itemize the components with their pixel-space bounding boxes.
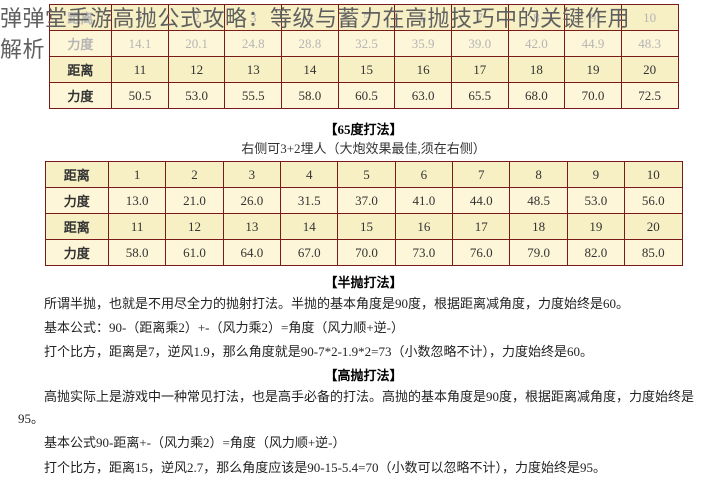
half-paragraph-3: 打个比方，距离是7，逆风1.9，那么角度就是90-7*2-1.9*2=73（小数…	[18, 341, 709, 363]
section-high-title: 【高抛打法】	[0, 365, 727, 384]
row-label: 距离	[45, 214, 108, 240]
high-paragraph-3: 打个比方，距离15，逆风2.7，那么角度应该是90-15-5.4=70（小数可以…	[18, 457, 709, 479]
high-paragraph-2: 基本公式90-距离+-（风力乘2）=角度（风力顺+逆-）	[18, 432, 709, 454]
content: 距离 1 2 3 4 5 6 7 8 9 10 力度 14.1 20.1 24.…	[0, 4, 727, 479]
row-label: 力度	[49, 83, 112, 109]
page-title: 弹弹堂手游高抛公式攻略：等级与蓄力在高抛技巧中的关键作用 解析	[0, 4, 630, 66]
row-label: 距离	[45, 162, 108, 188]
title-line-2: 解析	[0, 37, 45, 62]
section-65-subtitle: 右侧可3+2埋人（大炮效果最佳,须在右侧）	[0, 138, 727, 157]
half-paragraph-1: 所谓半抛，也就是不用尽全力的抛射打法。半抛的基本角度是90度，根据距离减角度，力…	[18, 293, 709, 315]
row-label: 力度	[45, 188, 108, 214]
section-half-title: 【半抛打法】	[0, 272, 727, 291]
half-paragraph-2: 基本公式：90-（距离乘2）+-（风力乘2）=角度（风力顺+逆-）	[18, 317, 709, 339]
title-line-1: 弹弹堂手游高抛公式攻略：等级与蓄力在高抛技巧中的关键作用	[0, 6, 630, 31]
row-label: 力度	[45, 240, 108, 266]
section-65-title: 【65度打法】	[0, 119, 727, 138]
high-paragraph-1: 高抛实际上是游戏中一种常见打法，也是高手必备的打法。高抛的基本角度是90度，根据…	[18, 386, 709, 430]
table-65: 距离 1 2 3 4 5 6 7 8 9 10 力度 13.0 21.0 26.…	[45, 161, 683, 266]
